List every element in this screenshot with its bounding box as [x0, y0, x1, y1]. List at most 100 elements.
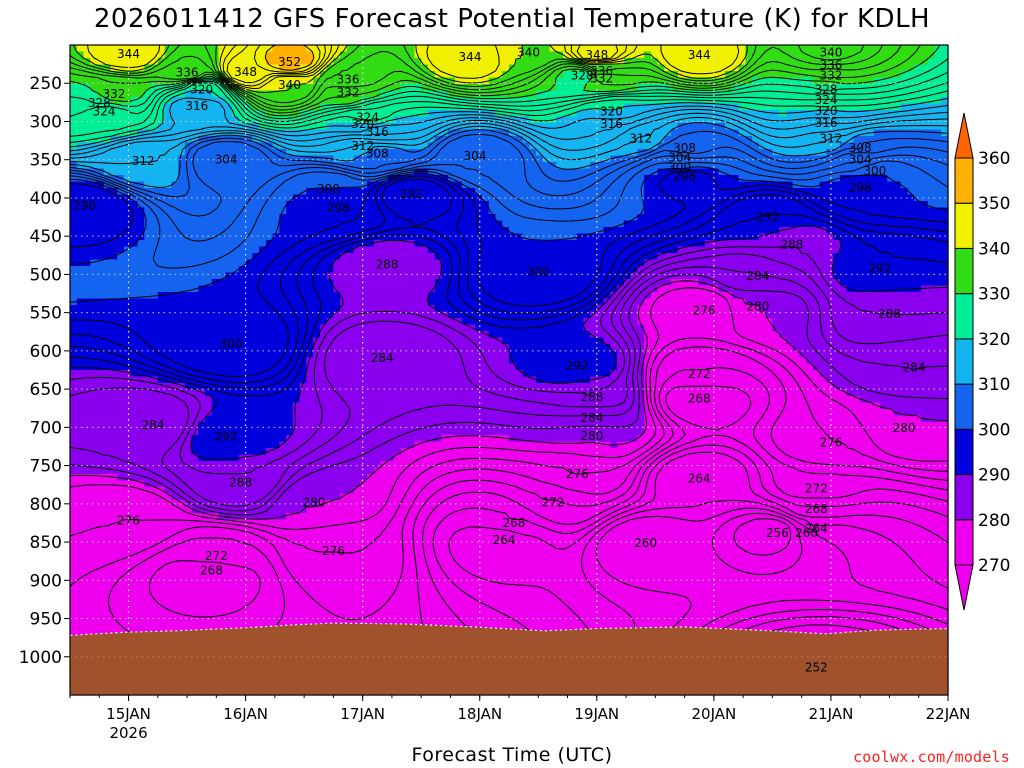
field-cell — [130, 181, 139, 189]
field-cell — [286, 149, 294, 157]
field-cell — [900, 266, 909, 274]
field-cell — [130, 162, 139, 170]
field-cell — [590, 97, 598, 105]
field-cell — [839, 136, 848, 144]
field-cell — [907, 77, 915, 85]
field-cell — [211, 272, 220, 280]
field-cell — [252, 214, 260, 222]
field-cell — [394, 155, 402, 163]
field-cell — [725, 123, 733, 131]
field-cell — [758, 77, 767, 85]
field-cell — [765, 240, 773, 248]
field-cell — [171, 233, 179, 241]
field-cell — [704, 227, 713, 235]
field-cell — [259, 266, 267, 274]
field-cell — [887, 227, 895, 235]
field-cell — [644, 149, 652, 157]
field-cell — [76, 84, 85, 92]
field-cell — [488, 142, 497, 150]
field-cell — [151, 227, 159, 235]
field-cell — [806, 272, 814, 280]
field-cell — [468, 181, 476, 189]
field-cell — [603, 136, 611, 144]
field-cell — [515, 240, 524, 248]
field-cell — [414, 292, 422, 300]
field-cell — [319, 110, 328, 118]
field-cell — [637, 233, 645, 241]
field-cell — [124, 149, 132, 157]
field-cell — [819, 84, 828, 92]
field-cell — [914, 214, 922, 222]
field-cell — [76, 90, 85, 98]
field-cell — [907, 279, 915, 287]
field-cell — [765, 129, 773, 137]
field-cell — [563, 84, 571, 92]
field-cell — [880, 71, 888, 79]
field-cell — [785, 279, 794, 287]
field-cell — [137, 168, 145, 176]
field-cell — [205, 155, 213, 163]
field-cell — [799, 246, 807, 254]
field-cell — [461, 103, 470, 111]
field-cell — [103, 201, 112, 209]
field-cell — [698, 266, 706, 274]
field-cell — [772, 253, 780, 261]
field-cell — [590, 272, 598, 280]
field-cell — [826, 246, 834, 254]
field-cell — [866, 155, 875, 163]
field-cell — [785, 110, 794, 118]
field-cell — [569, 129, 578, 137]
field-cell — [279, 97, 287, 105]
field-cell — [873, 64, 882, 72]
field-cell — [299, 64, 307, 72]
field-cell — [785, 246, 794, 254]
field-cell — [785, 207, 794, 215]
field-cell — [157, 201, 166, 209]
field-cell — [920, 110, 929, 118]
field-cell — [475, 51, 483, 59]
field-cell — [799, 90, 807, 98]
field-cell — [792, 279, 801, 287]
field-cell — [536, 227, 544, 235]
field-cell — [745, 207, 753, 215]
field-cell — [920, 77, 929, 85]
field-cell — [509, 246, 517, 254]
field-cell — [475, 188, 483, 196]
field-cell — [292, 162, 301, 170]
field-cell — [475, 272, 483, 280]
field-cell — [400, 90, 409, 98]
field-cell — [400, 201, 409, 209]
field-cell — [245, 136, 253, 144]
field-cell — [144, 58, 152, 66]
field-cell — [880, 266, 888, 274]
field-cell — [481, 116, 490, 124]
field-cell — [799, 181, 807, 189]
field-cell — [70, 181, 78, 189]
field-cell — [860, 168, 868, 176]
field-cell — [157, 220, 166, 228]
field-cell — [198, 272, 206, 280]
field-cell — [238, 116, 247, 124]
field-cell — [718, 246, 726, 254]
field-cell — [340, 220, 348, 228]
field-cell — [914, 188, 922, 196]
field-cell — [563, 77, 571, 85]
field-cell — [644, 259, 652, 267]
field-cell — [583, 233, 591, 241]
field-cell — [184, 136, 193, 144]
field-cell — [137, 155, 145, 163]
field-cell — [367, 162, 375, 170]
field-cell — [826, 162, 834, 170]
field-cell — [833, 272, 841, 280]
field-cell — [880, 149, 888, 157]
field-cell — [596, 214, 605, 222]
field-cell — [502, 188, 510, 196]
field-cell — [178, 116, 186, 124]
field-cell — [83, 45, 91, 53]
field-cell — [488, 129, 497, 137]
field-cell — [887, 220, 895, 228]
field-cell — [211, 103, 220, 111]
field-cell — [785, 103, 794, 111]
field-cell — [481, 246, 490, 254]
field-cell — [569, 272, 578, 280]
